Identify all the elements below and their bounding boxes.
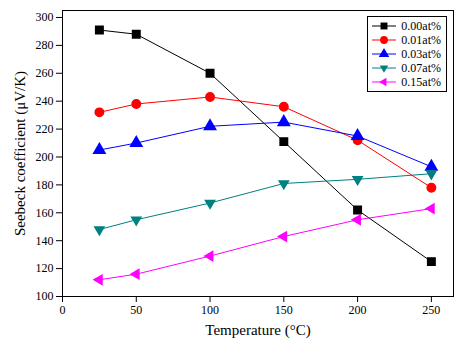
svg-text:260: 260 xyxy=(36,66,54,80)
svg-text:220: 220 xyxy=(36,122,54,136)
svg-text:100: 100 xyxy=(201,303,219,317)
svg-text:200: 200 xyxy=(349,303,367,317)
svg-text:240: 240 xyxy=(36,94,54,108)
svg-text:150: 150 xyxy=(275,303,293,317)
html-text:0.03at%: 0.03at% xyxy=(401,47,441,61)
svg-text:300: 300 xyxy=(36,10,54,24)
svg-text:250: 250 xyxy=(422,303,440,317)
svg-text:0: 0 xyxy=(60,303,66,317)
html-text:0.01at%: 0.01at% xyxy=(401,33,441,47)
svg-text:100: 100 xyxy=(36,289,54,303)
html-text:0.07at%: 0.07at% xyxy=(401,61,441,75)
svg-text:160: 160 xyxy=(36,206,54,220)
svg-text:Seebeck coefficient (μV/K): Seebeck coefficient (μV/K) xyxy=(12,71,29,236)
svg-text:140: 140 xyxy=(36,234,54,248)
svg-text:280: 280 xyxy=(36,38,54,52)
html-text:0.15at%: 0.15at% xyxy=(401,75,441,89)
svg-text:180: 180 xyxy=(36,178,54,192)
svg-text:50: 50 xyxy=(130,303,142,317)
svg-text:Temperature (°C): Temperature (°C) xyxy=(205,322,310,339)
html-text:0.00at%: 0.00at% xyxy=(401,19,441,33)
svg-text:200: 200 xyxy=(36,150,54,164)
svg-text:120: 120 xyxy=(36,261,54,275)
